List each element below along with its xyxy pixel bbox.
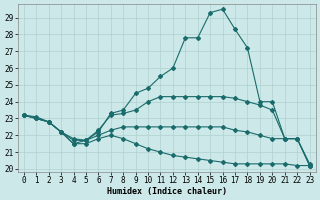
X-axis label: Humidex (Indice chaleur): Humidex (Indice chaleur) xyxy=(107,187,227,196)
